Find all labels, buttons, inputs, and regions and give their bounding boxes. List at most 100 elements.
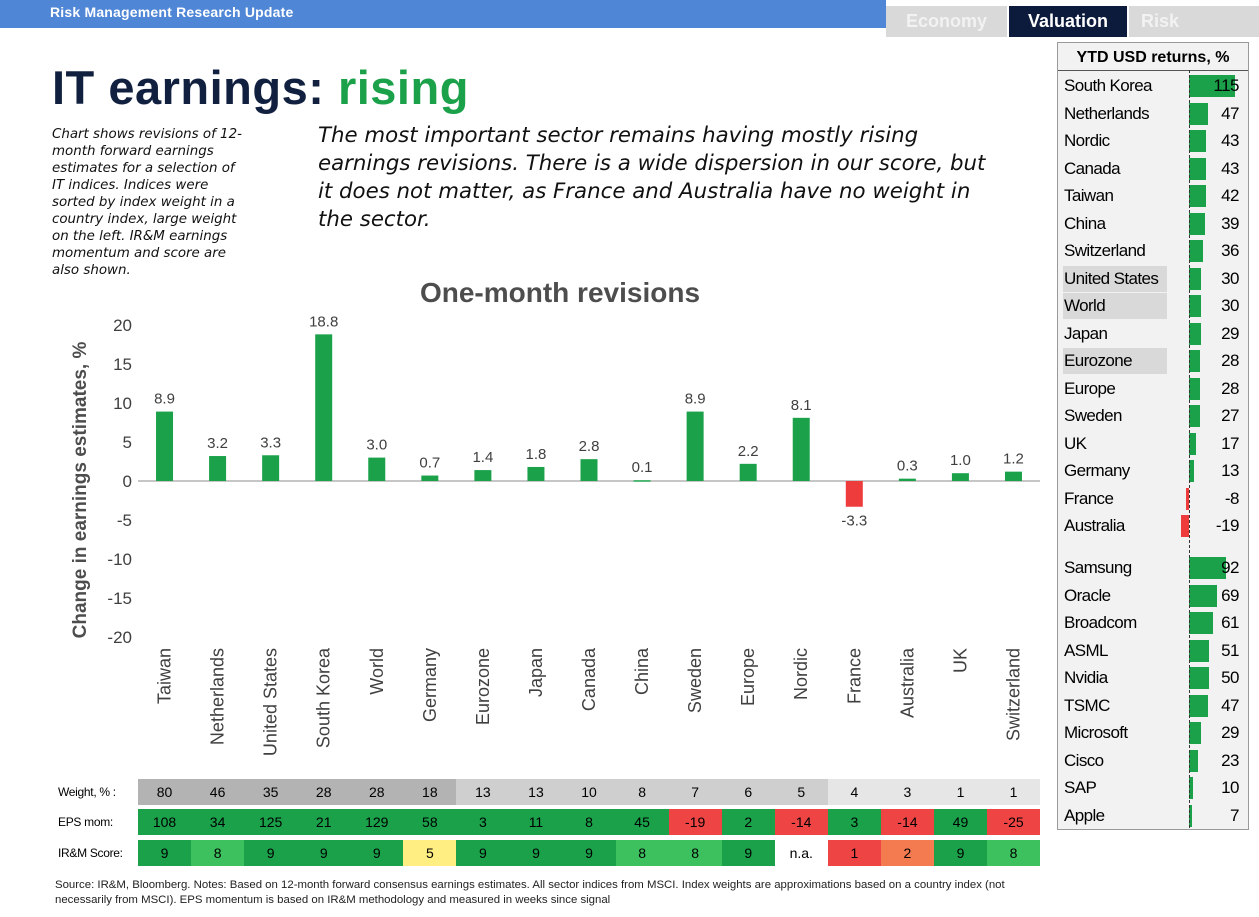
bar-canada xyxy=(580,459,598,481)
score-row-cell: 5 xyxy=(403,840,457,866)
score-row-cell: 8 xyxy=(668,840,722,866)
bar-france xyxy=(845,481,863,507)
weight-row-cell: 1 xyxy=(933,779,987,805)
return-row-index: United States 30 xyxy=(1063,265,1245,292)
return-name: UK xyxy=(1064,433,1087,453)
score-row-cell: 1 xyxy=(827,840,881,866)
weight-row-cell: 28 xyxy=(350,779,404,805)
return-value: -8 xyxy=(1224,488,1240,508)
data-label: 8.1 xyxy=(791,397,812,414)
bar-eurozone xyxy=(474,470,492,481)
return-value: -19 xyxy=(1215,516,1240,535)
tab-economy[interactable]: Economy xyxy=(886,6,1007,37)
return-row-index: Germany 13 xyxy=(1063,458,1245,484)
report-title: Risk Management Research Update xyxy=(50,4,294,20)
score-row-cell: 9 xyxy=(933,840,987,866)
return-name: South Korea xyxy=(1064,76,1153,95)
return-value: 50 xyxy=(1221,668,1239,687)
return-bar xyxy=(1189,749,1199,772)
data-label: 0.3 xyxy=(897,458,918,475)
weight-row-label: Weight, % : xyxy=(58,785,116,799)
return-name: Microsoft xyxy=(1064,723,1128,742)
return-value: 29 xyxy=(1221,323,1239,343)
return-name: Germany xyxy=(1064,461,1130,480)
data-label: 1.4 xyxy=(472,449,493,466)
return-value: 23 xyxy=(1221,750,1239,770)
chart-title: One-month revisions xyxy=(420,277,700,308)
y-tick-label: -5 xyxy=(117,511,132,530)
data-label: 8.9 xyxy=(154,391,175,408)
return-name: Apple xyxy=(1064,805,1105,825)
y-tick-label: -20 xyxy=(107,628,132,647)
bar-netherlands xyxy=(209,456,227,481)
data-label: 2.2 xyxy=(738,443,759,460)
bar-world xyxy=(368,457,386,481)
title-accent: rising xyxy=(337,61,469,114)
eps-row-cell: 11 xyxy=(509,809,563,835)
returns-zero-axis xyxy=(1189,70,1190,828)
y-tick-label: 10 xyxy=(113,394,132,413)
weight-row-cell: 18 xyxy=(403,779,457,805)
return-bar xyxy=(1189,639,1210,662)
eps-row-cell: 108 xyxy=(138,809,192,835)
y-tick-label: 0 xyxy=(123,472,132,491)
score-row-cell: 9 xyxy=(509,840,563,866)
weight-row-cell: 7 xyxy=(668,779,722,805)
return-value: 7 xyxy=(1230,805,1239,825)
return-row-stock: Apple 7 xyxy=(1063,803,1245,829)
return-row-index: Australia -19 xyxy=(1063,513,1245,539)
return-value: 69 xyxy=(1221,585,1239,605)
return-bar xyxy=(1189,667,1209,689)
return-row-index: World 30 xyxy=(1063,293,1245,319)
weight-row-cell: 80 xyxy=(138,779,192,805)
return-row-stock: Oracle 69 xyxy=(1063,583,1245,609)
x-tick-label: Japan xyxy=(526,648,546,697)
return-bar xyxy=(1189,75,1235,97)
return-value: 29 xyxy=(1221,723,1239,742)
return-row-index: Switzerland 36 xyxy=(1063,238,1245,264)
data-label: 18.8 xyxy=(309,313,338,330)
return-bar xyxy=(1189,212,1205,235)
data-label: 0.7 xyxy=(419,455,440,472)
weight-row-cell: 1 xyxy=(987,779,1041,805)
return-value: 43 xyxy=(1221,158,1239,178)
score-row-cell: 9 xyxy=(721,840,775,866)
score-row-cell: 9 xyxy=(297,840,351,866)
x-tick-label: Switzerland xyxy=(1003,648,1023,741)
return-bar xyxy=(1189,295,1201,317)
return-row-stock: SAP 10 xyxy=(1063,775,1245,801)
data-label: 3.0 xyxy=(366,437,387,454)
return-value: 28 xyxy=(1221,378,1239,398)
return-value: 10 xyxy=(1221,778,1239,797)
score-row-cell: 8 xyxy=(191,840,245,866)
return-name: Australia xyxy=(1064,516,1125,535)
return-name: Canada xyxy=(1064,158,1121,178)
return-name: TSMC xyxy=(1064,695,1110,715)
x-tick-label: Sweden xyxy=(685,648,705,713)
bar-uk xyxy=(951,473,969,481)
y-tick-label: 15 xyxy=(113,355,132,374)
return-bar xyxy=(1189,694,1208,717)
data-label: 1.2 xyxy=(1003,451,1024,468)
return-row-index: Eurozone 28 xyxy=(1063,348,1245,374)
score-row: 9 8 9 9 9 5 9 9 9 8 8 9 n.a. 1 2 9 8 xyxy=(138,840,1041,866)
y-tick-label: 5 xyxy=(123,433,132,452)
eps-row-cell: 2 xyxy=(721,809,775,835)
return-name: World xyxy=(1064,296,1106,315)
return-bar xyxy=(1189,377,1201,400)
return-bar xyxy=(1189,130,1207,152)
data-label: 3.2 xyxy=(207,435,228,452)
return-value: 115 xyxy=(1213,76,1239,95)
eps-row-cell: 34 xyxy=(191,809,245,835)
return-row-index: UK 17 xyxy=(1063,431,1245,457)
return-row-index: South Korea 115 xyxy=(1063,73,1245,99)
data-label: 3.3 xyxy=(260,434,281,451)
return-value: 51 xyxy=(1221,640,1239,660)
eps-row-cell: -19 xyxy=(668,809,722,835)
tab-risk[interactable]: Risk xyxy=(1129,6,1259,37)
return-value: 27 xyxy=(1221,406,1239,425)
return-value: 36 xyxy=(1221,241,1239,260)
tab-valuation[interactable]: Valuation xyxy=(1009,6,1127,37)
eps-row-cell: -14 xyxy=(880,809,934,835)
return-row-index: Europe 28 xyxy=(1063,376,1245,402)
